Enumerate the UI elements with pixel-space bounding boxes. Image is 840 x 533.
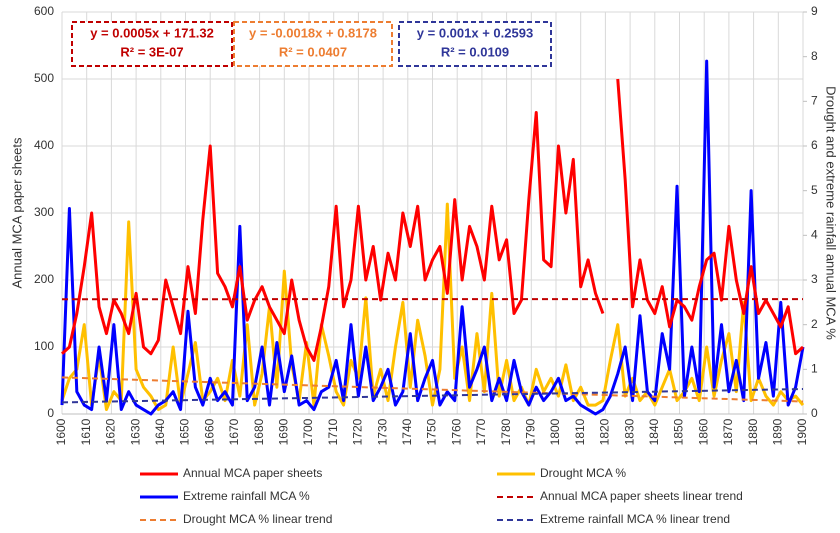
x-tick-label: 1730: [375, 418, 389, 445]
x-tick-label: 1830: [622, 418, 636, 445]
y2-tick-label: 5: [811, 183, 818, 197]
y2-tick-label: 8: [811, 49, 818, 63]
legend-label: Extreme rainfall MCA %: [183, 489, 310, 503]
x-tick-label: 1880: [746, 418, 760, 445]
equation-text: y = 0.0005x + 171.32: [90, 25, 214, 40]
x-tick-label: 1640: [153, 418, 167, 445]
x-tick-label: 1630: [128, 418, 142, 445]
equation-text: R² = 0.0109: [441, 44, 509, 59]
x-tick-label: 1650: [178, 418, 192, 445]
equation-text: R² = 0.0407: [279, 44, 347, 59]
y-tick-label: 300: [34, 205, 54, 219]
legend-label: Drought MCA % linear trend: [183, 512, 332, 526]
x-tick-label: 1890: [770, 418, 784, 445]
trend-line: [61, 387, 804, 404]
y2-tick-label: 0: [811, 406, 818, 420]
equation-text: R² = 3E-07: [120, 44, 183, 59]
x-tick-label: 1670: [227, 418, 241, 445]
data-line: [60, 59, 805, 416]
legend-label: Annual MCA paper sheets linear trend: [540, 489, 743, 503]
x-tick-label: 1760: [449, 418, 463, 445]
x-tick-label: 1680: [252, 418, 266, 445]
y2-tick-label: 4: [811, 228, 818, 242]
y-tick-label: 500: [34, 71, 54, 85]
x-tick-label: 1840: [647, 418, 661, 445]
y2-tick-label: 2: [811, 317, 818, 331]
x-tick-label: 1700: [301, 418, 315, 445]
y-tick-label: 600: [34, 4, 54, 18]
x-tick-label: 1610: [79, 418, 93, 445]
y-axis-label: Annual MCA paper sheets: [9, 137, 24, 289]
y2-tick-label: 1: [811, 362, 818, 376]
x-tick-label: 1690: [276, 418, 290, 445]
x-tick-label: 1810: [573, 418, 587, 445]
x-tick-label: 1770: [474, 418, 488, 445]
x-tick-label: 1870: [721, 418, 735, 445]
y-tick-label: 0: [47, 406, 54, 420]
equation-box: [233, 21, 393, 67]
x-tick-label: 1710: [326, 418, 340, 445]
equation-text: y = 0.001x + 0.2593: [417, 25, 533, 40]
trend-line: [61, 376, 804, 403]
y-tick-label: 200: [34, 272, 54, 286]
x-tick-label: 1620: [104, 418, 118, 445]
equation-box: [398, 21, 552, 67]
y2-tick-label: 9: [811, 4, 818, 18]
data-line: [60, 78, 805, 362]
x-tick-label: 1790: [523, 418, 537, 445]
legend-label: Annual MCA paper sheets: [183, 466, 322, 480]
equation-box: [71, 21, 233, 67]
y2-tick-label: 6: [811, 138, 818, 152]
legend-label: Drought MCA %: [540, 466, 626, 480]
y2-axis-label: Drought and extreme rainfall annual MCA …: [824, 86, 839, 340]
x-tick-label: 1750: [425, 418, 439, 445]
y-tick-label: 100: [34, 339, 54, 353]
x-tick-label: 1780: [499, 418, 513, 445]
x-tick-label: 1900: [795, 418, 809, 445]
legend-label: Extreme rainfall MCA % linear trend: [540, 512, 730, 526]
x-tick-label: 1720: [351, 418, 365, 445]
x-tick-label: 1850: [672, 418, 686, 445]
y2-tick-label: 3: [811, 272, 818, 286]
x-tick-label: 1800: [548, 418, 562, 445]
data-line: [60, 202, 805, 412]
x-tick-label: 1600: [54, 418, 68, 445]
y-tick-label: 400: [34, 138, 54, 152]
x-tick-label: 1660: [202, 418, 216, 445]
equation-text: y = -0.0018x + 0.8178: [249, 25, 377, 40]
x-tick-label: 1860: [696, 418, 710, 445]
x-tick-label: 1820: [598, 418, 612, 445]
y2-tick-label: 7: [811, 94, 818, 108]
x-tick-label: 1740: [400, 418, 414, 445]
